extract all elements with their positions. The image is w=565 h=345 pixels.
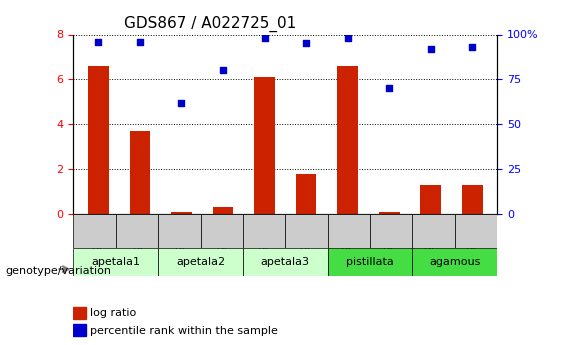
Bar xyxy=(462,185,483,214)
Point xyxy=(136,39,145,45)
FancyBboxPatch shape xyxy=(285,214,328,248)
Bar xyxy=(420,185,441,214)
FancyBboxPatch shape xyxy=(158,214,201,248)
Bar xyxy=(73,307,86,319)
FancyBboxPatch shape xyxy=(201,214,243,248)
FancyBboxPatch shape xyxy=(116,214,158,248)
FancyBboxPatch shape xyxy=(370,214,412,248)
Point xyxy=(94,39,103,45)
Point xyxy=(260,35,269,41)
Text: apetala1: apetala1 xyxy=(92,257,140,267)
Point xyxy=(343,35,352,41)
Text: log ratio: log ratio xyxy=(90,308,137,318)
FancyBboxPatch shape xyxy=(243,248,328,276)
FancyBboxPatch shape xyxy=(412,248,497,276)
Text: apetala3: apetala3 xyxy=(261,257,310,267)
Text: apetala2: apetala2 xyxy=(176,257,225,267)
Text: GDS867 / A022725_01: GDS867 / A022725_01 xyxy=(124,16,297,32)
Bar xyxy=(88,66,108,214)
FancyBboxPatch shape xyxy=(73,248,158,276)
Bar xyxy=(129,131,150,214)
Bar xyxy=(254,77,275,214)
Text: percentile rank within the sample: percentile rank within the sample xyxy=(90,326,279,335)
Point xyxy=(219,68,228,73)
FancyBboxPatch shape xyxy=(455,214,497,248)
Point xyxy=(426,46,435,52)
Bar xyxy=(73,324,86,336)
Point xyxy=(468,44,477,50)
FancyBboxPatch shape xyxy=(412,214,455,248)
FancyBboxPatch shape xyxy=(328,214,370,248)
FancyBboxPatch shape xyxy=(243,214,285,248)
FancyBboxPatch shape xyxy=(73,214,116,248)
Bar xyxy=(212,207,233,214)
Point xyxy=(302,41,311,46)
Text: pistillata: pistillata xyxy=(346,257,394,267)
FancyBboxPatch shape xyxy=(328,248,412,276)
Bar xyxy=(171,211,192,214)
Text: genotype/variation: genotype/variation xyxy=(6,266,112,276)
Point xyxy=(177,100,186,106)
Point xyxy=(385,86,394,91)
Text: agamous: agamous xyxy=(429,257,480,267)
FancyBboxPatch shape xyxy=(158,248,243,276)
Bar xyxy=(379,211,399,214)
Bar xyxy=(337,66,358,214)
Bar xyxy=(295,174,316,214)
